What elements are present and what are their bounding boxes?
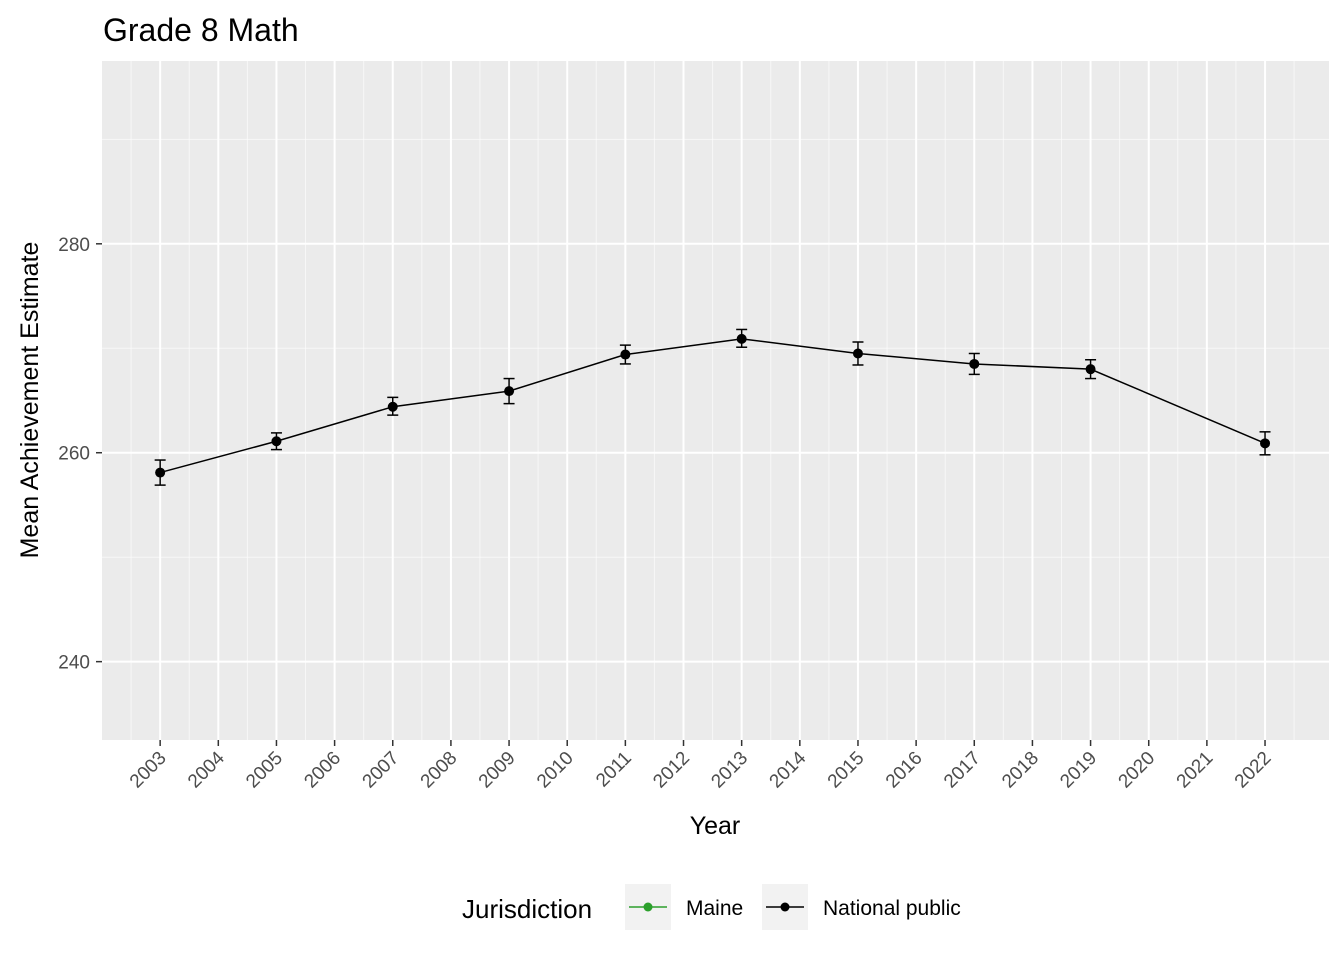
x-tick-label-2009: 2009 [475,748,520,793]
data-point-national-public-2019 [1085,364,1096,375]
data-point-national-public-2022 [1260,438,1271,449]
x-tick-label-2017: 2017 [940,748,985,793]
x-tick-label-2004: 2004 [184,747,229,792]
data-point-national-public-2013 [736,333,747,344]
x-tick-label-2019: 2019 [1056,748,1101,793]
x-tick-label-2018: 2018 [998,748,1043,793]
legend-key-point-national-public [780,902,790,912]
y-axis: 240 260 280 [58,235,102,674]
data-point-national-public-2003 [155,467,166,478]
y-axis-title: Mean Achievement Estimate [16,242,44,559]
x-tick-label-2021: 2021 [1173,748,1218,793]
data-point-national-public-2009 [504,386,515,397]
series-line-national-public [159,338,1266,474]
x-tick-label-2007: 2007 [359,748,404,793]
x-tick-label-2003: 2003 [126,748,171,793]
data-point-national-public-2007 [387,401,398,412]
x-tick-label-2013: 2013 [707,748,752,793]
x-tick-label-2016: 2016 [882,748,927,793]
x-tick-label-2005: 2005 [242,748,287,793]
x-tick-label-2020: 2020 [1115,748,1160,793]
legend-title: Jurisdiction [462,894,592,924]
y-tick-label-260: 260 [58,444,90,465]
x-axis-title: Year [690,812,741,840]
legend-label-national-public: National public [823,897,961,920]
chart-title: Grade 8 Math [103,12,299,48]
y-tick-label-240: 240 [58,653,90,674]
x-tick-label-2010: 2010 [533,748,578,793]
legend-label-maine: Maine [686,897,743,920]
data-point-national-public-2017 [969,358,980,369]
legend-key-point-maine [643,902,653,912]
data-point-national-public-2005 [271,436,282,447]
data-point-national-public-2015 [852,348,863,359]
x-tick-label-2011: 2011 [592,748,636,792]
legend: Jurisdiction Maine National public [462,884,961,930]
x-axis: 2003 2004 2005 2006 2007 2008 2009 2010 2011 2012… [126,740,1276,792]
x-tick-label-2022: 2022 [1231,748,1276,793]
x-tick-label-2012: 2012 [649,748,694,793]
minor-gridlines [102,61,1329,740]
y-tick-label-280: 280 [58,235,90,256]
x-tick-label-2015: 2015 [824,748,869,793]
x-tick-label-2006: 2006 [300,748,345,793]
x-tick-label-2014: 2014 [766,747,811,792]
data-point-national-public-2011 [620,349,631,360]
plot-panel [102,61,1329,740]
series-layer [154,328,1271,486]
x-tick-label-2008: 2008 [417,748,462,793]
